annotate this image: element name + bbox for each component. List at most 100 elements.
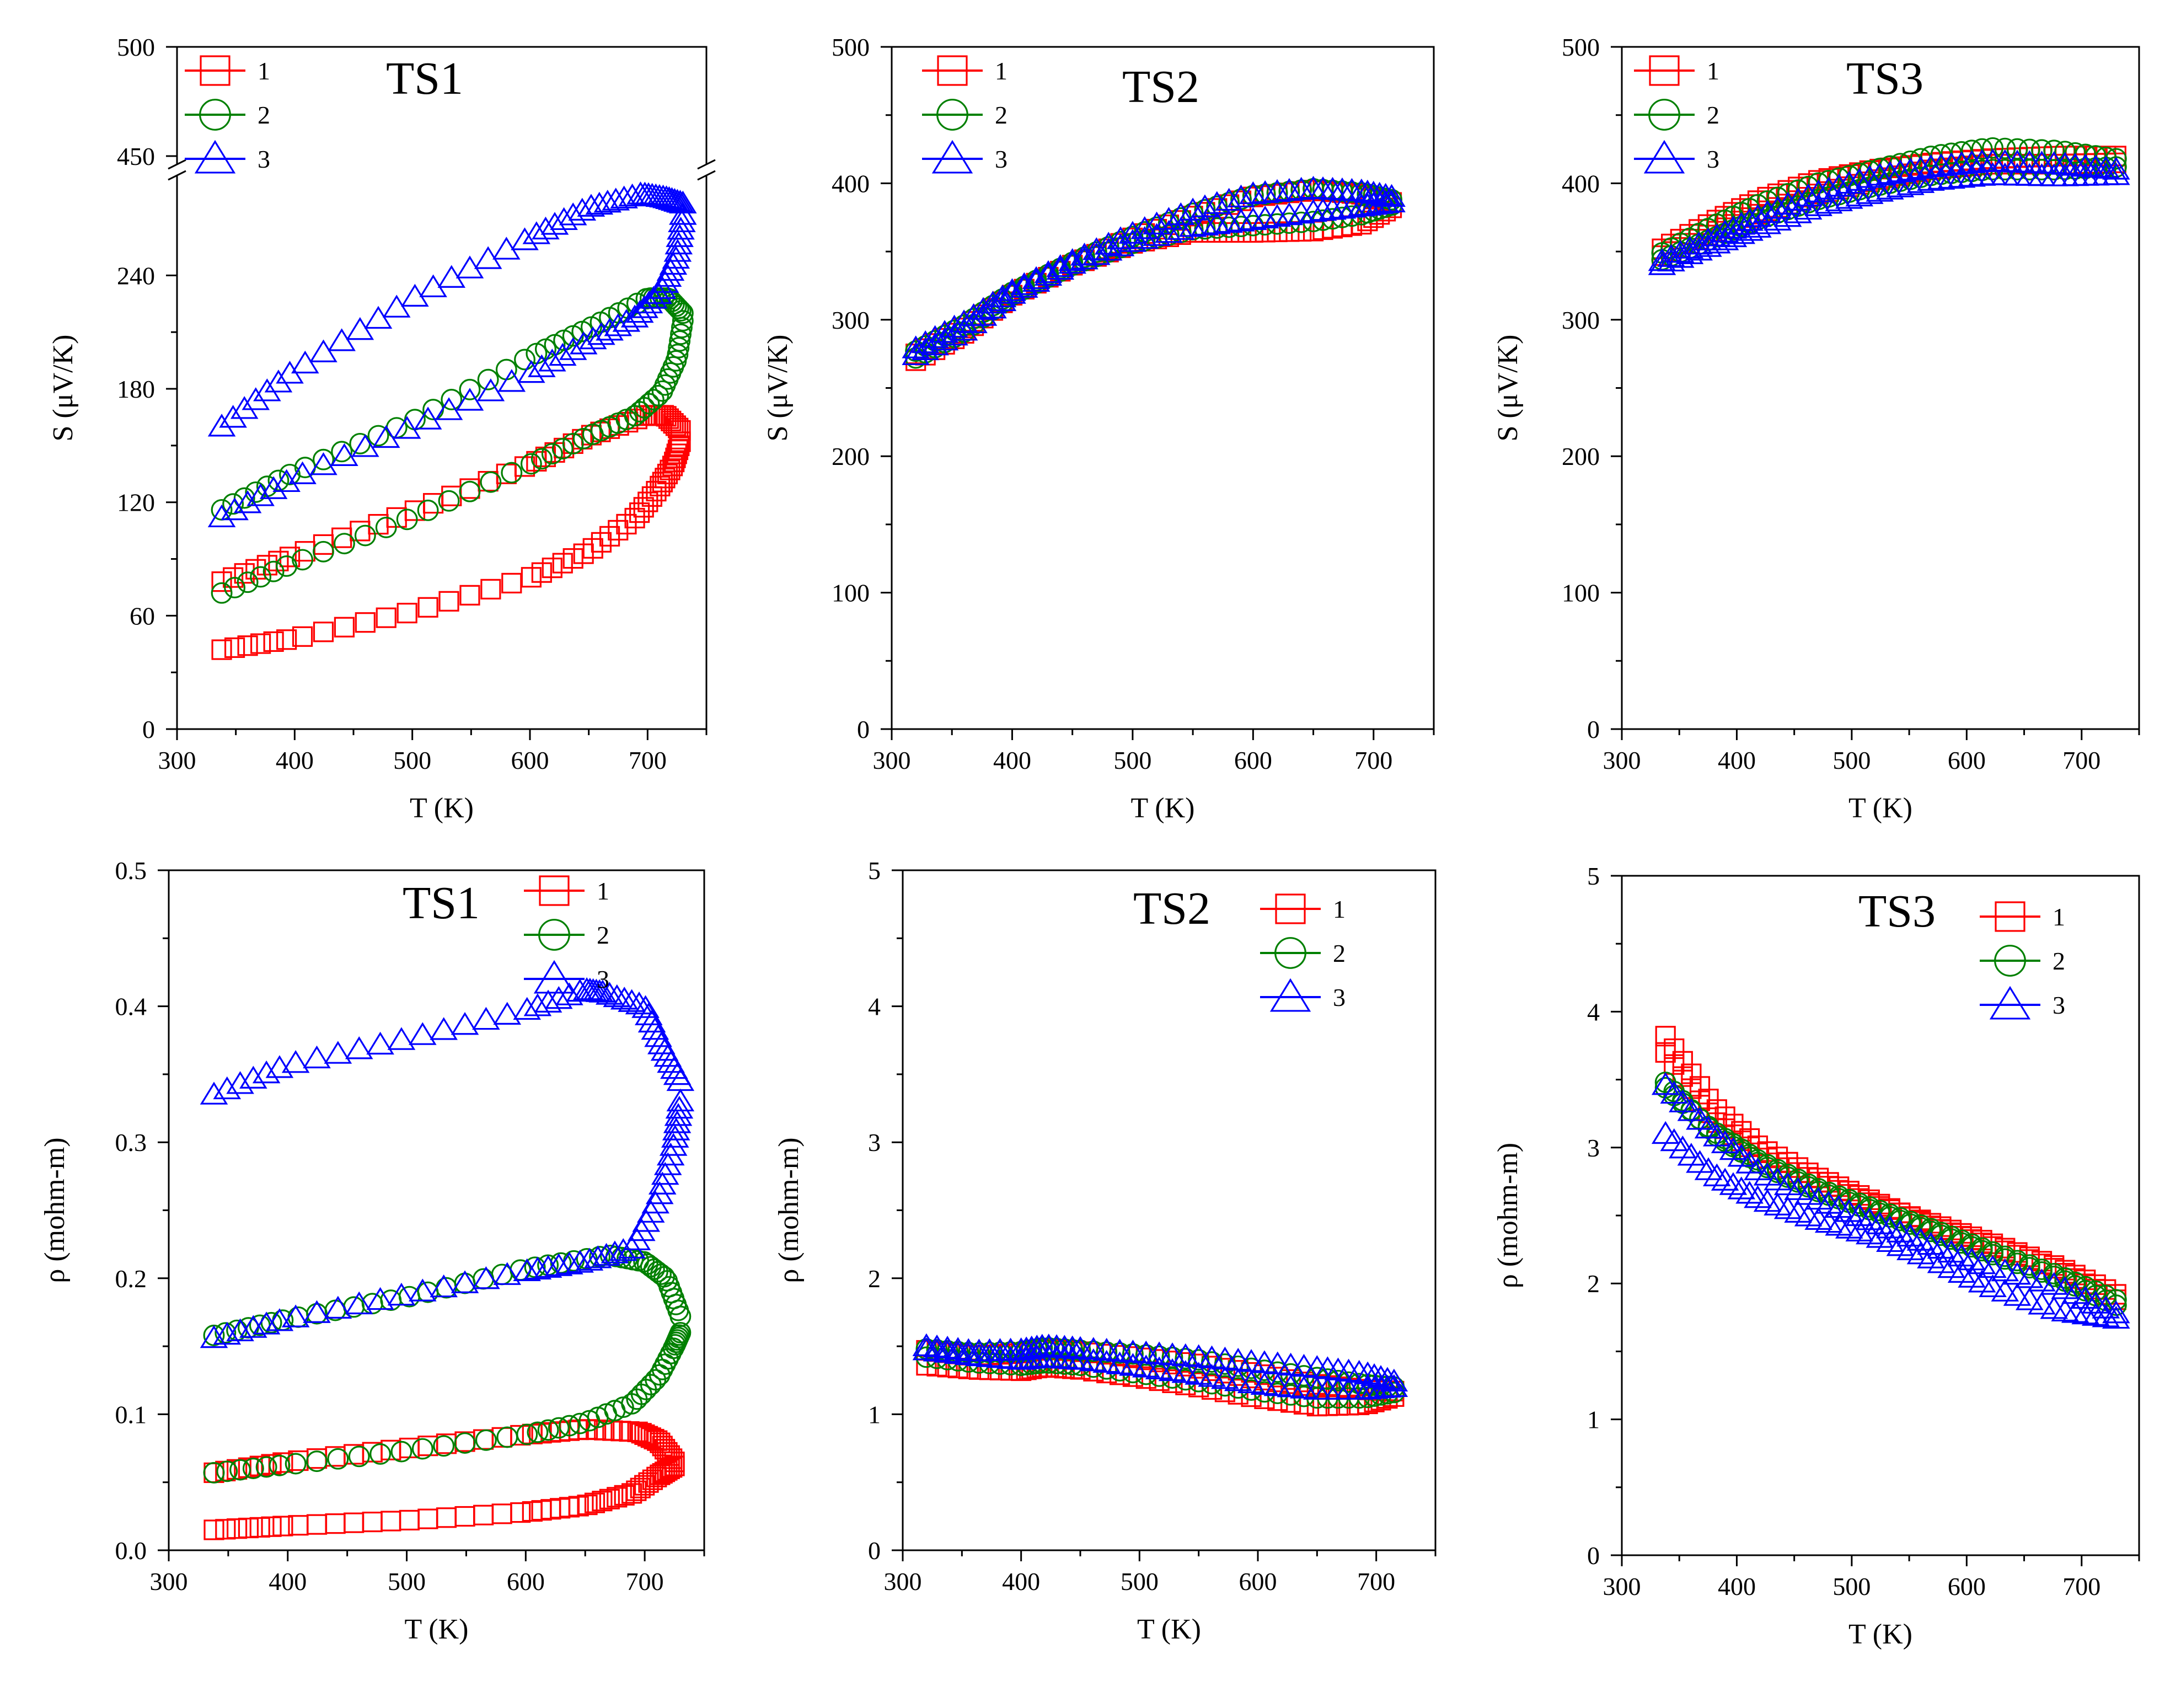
data-point <box>1808 1178 1830 1200</box>
legend-label: 1 <box>597 877 609 905</box>
data-point <box>313 540 334 563</box>
data-point <box>1845 168 1874 191</box>
data-point <box>2019 154 2040 175</box>
data-markers <box>1651 1026 2130 1329</box>
data-point <box>475 1429 497 1451</box>
data-point <box>1896 1223 1925 1247</box>
data-point <box>618 183 646 207</box>
x-tick-label: 400 <box>1002 1567 1040 1595</box>
data-point <box>355 612 376 633</box>
data-point <box>960 303 988 326</box>
data-point <box>969 297 998 320</box>
y-tick-label: 240 <box>117 261 155 290</box>
data-point <box>1275 202 1304 226</box>
data-point <box>944 1337 972 1360</box>
data-point <box>510 1502 531 1523</box>
data-point <box>923 1338 951 1362</box>
data-point <box>668 336 690 358</box>
data-point <box>1251 205 1279 229</box>
data-point <box>237 635 258 656</box>
data-point <box>1995 1238 2016 1259</box>
data-point <box>1937 165 1965 189</box>
data-point <box>1764 196 1792 219</box>
data-point <box>1178 214 1207 237</box>
data-point <box>1958 1247 1986 1271</box>
data-point <box>2054 141 2076 163</box>
data-point <box>1784 188 1812 211</box>
data-point <box>1744 204 1772 227</box>
data-point <box>1982 137 2004 159</box>
data-point <box>1287 200 1316 224</box>
data-point <box>1856 1207 1884 1230</box>
data-point <box>1958 164 1986 187</box>
data-point <box>411 1438 433 1460</box>
data-point <box>591 532 612 553</box>
data-point <box>1876 1216 1904 1239</box>
data-point <box>541 443 563 465</box>
data-point <box>1660 1080 1689 1104</box>
data-point <box>327 1448 349 1470</box>
data-point <box>1804 1186 1832 1210</box>
legend-marker <box>538 919 570 951</box>
data-point <box>1145 1356 1173 1379</box>
series-1 <box>203 1419 685 1540</box>
data-point <box>252 1060 281 1084</box>
data-point <box>437 265 466 288</box>
data-point <box>641 486 662 507</box>
data-point <box>306 1450 328 1473</box>
data-point <box>459 585 480 606</box>
data-point <box>281 1050 310 1073</box>
data-point <box>1012 1336 1041 1359</box>
data-point <box>480 579 501 599</box>
data-point <box>1651 1072 1680 1095</box>
x-tick-label: 500 <box>1832 1572 1871 1600</box>
panel-title: TS3 <box>1846 53 1923 104</box>
data-point <box>474 246 502 269</box>
data-point <box>1010 1341 1032 1363</box>
data-point <box>592 1243 620 1266</box>
data-point <box>1188 1349 1210 1371</box>
data-point <box>438 490 460 512</box>
data-point <box>1703 1163 1731 1186</box>
data-point <box>216 1460 238 1482</box>
legend: 1 2 3 <box>1260 893 1346 1012</box>
data-point <box>527 1421 549 1443</box>
data-point <box>572 977 601 1000</box>
data-point <box>923 1334 951 1358</box>
data-point <box>1175 1348 1197 1370</box>
axis-break-gap <box>702 164 711 176</box>
data-point <box>387 1027 416 1050</box>
data-point <box>1034 260 1063 283</box>
data-point <box>495 358 517 381</box>
data-point <box>219 405 247 428</box>
data-point <box>1359 180 1388 204</box>
data-point <box>375 516 397 538</box>
data-point <box>528 354 556 377</box>
data-point <box>1794 1182 1823 1205</box>
data-point <box>1838 1188 1860 1211</box>
data-point <box>1000 1341 1022 1363</box>
data-point <box>264 370 293 393</box>
data-point <box>1979 1274 2007 1298</box>
data-point <box>263 631 284 652</box>
data-point <box>608 520 629 541</box>
plot-frame <box>176 46 708 730</box>
data-point <box>642 389 665 411</box>
data-point <box>1237 1370 1266 1394</box>
data-point <box>998 278 1026 301</box>
data-point <box>1947 1243 1976 1267</box>
data-point <box>229 1459 251 1481</box>
data-point <box>1719 1172 1748 1195</box>
data-point <box>1250 1372 1279 1395</box>
data-point <box>396 508 418 531</box>
data-point <box>2015 1287 2044 1310</box>
data-point <box>1927 1235 1955 1259</box>
data-point <box>644 281 672 304</box>
y-axis-label: S (μV/K) <box>47 335 79 442</box>
data-point <box>1263 1373 1292 1396</box>
x-tick-label: 300 <box>158 746 196 774</box>
chart-r-ts3: 300 400 500 600 700 0 1 2 3 4 5 T (K) ρ (mohm-m) TS3 1… <box>1492 862 2140 1650</box>
data-point <box>1711 1130 1739 1153</box>
data-point <box>1711 227 1739 250</box>
chart-s-ts2: 300 400 500 600 700 0 100 200 300 400 500 T (K) S (μ… <box>762 33 1435 824</box>
